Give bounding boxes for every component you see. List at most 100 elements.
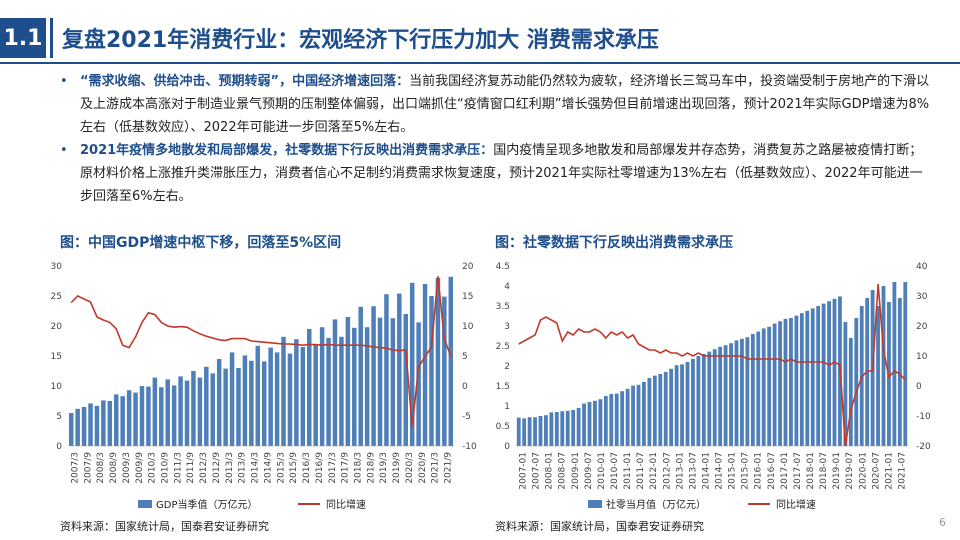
bullet-list: • “需求收缩、供给冲击、预期转弱”，中国经济增速回落：当前我国经济复苏动能仍然… — [60, 70, 930, 208]
x-tick-label: 2021-07 — [897, 452, 907, 490]
x-tick-label: 2012-07 — [662, 452, 672, 490]
bar-mark — [740, 338, 744, 446]
right-tick-label: 0 — [462, 382, 468, 392]
bar-mark — [718, 346, 723, 446]
x-tick-label: 2008/9 — [109, 452, 119, 484]
bar-mark — [636, 384, 641, 446]
x-tick-label: 2015-07 — [741, 452, 751, 490]
x-tick-label: 2020/9 — [418, 452, 428, 484]
bar-mark — [435, 278, 441, 446]
x-tick-label: 2016/3 — [302, 452, 312, 484]
left-tick-label: 2 — [504, 362, 510, 372]
right-tick-label: -10 — [916, 412, 931, 422]
bar-mark — [522, 418, 527, 446]
bar-mark — [358, 306, 363, 446]
bar-mark — [261, 361, 267, 446]
right-chart-title: 图：社零数据下行反映出消费需求承压 — [495, 235, 733, 251]
bar-mark — [236, 368, 241, 446]
x-tick-label: 2010/3 — [148, 452, 158, 484]
bar-mark — [761, 328, 766, 446]
x-tick-label: 2009/9 — [135, 452, 145, 484]
bar-mark — [242, 355, 248, 446]
left-tick-label: 1 — [504, 402, 510, 412]
title-underline — [0, 62, 960, 64]
x-tick-label: 2018/3 — [354, 452, 364, 484]
bar-mark — [756, 331, 761, 446]
bar-mark — [516, 417, 521, 446]
bar-mark — [745, 337, 750, 446]
bar-mark — [332, 319, 338, 446]
bar-mark — [669, 368, 674, 446]
bar-mark — [294, 339, 299, 446]
badge-rule — [50, 18, 53, 58]
left-tick-label: 5 — [56, 412, 62, 422]
bar-mark — [652, 375, 657, 446]
right-tick-label: -20 — [916, 442, 931, 452]
x-tick-label: 2015/3 — [276, 452, 286, 484]
bar-mark — [101, 400, 106, 446]
x-tick-label: 2011/9 — [186, 452, 196, 484]
bar-mark — [146, 386, 151, 446]
bar-mark — [897, 298, 902, 446]
bar-mark — [848, 338, 853, 446]
bar-mark — [843, 322, 848, 446]
bar-mark — [416, 322, 421, 446]
left-tick-label: 3.5 — [496, 302, 510, 312]
bar-mark — [210, 373, 216, 446]
legend-bar-label: 社零当月值（万亿元） — [606, 498, 706, 511]
right-tick-label: 30 — [916, 292, 928, 302]
bar-mark — [268, 347, 273, 446]
growth-line — [70, 276, 452, 427]
left-tick-label: 20 — [51, 322, 63, 332]
bar-mark — [647, 378, 652, 446]
x-tick-label: 2013-07 — [688, 452, 698, 490]
bar-mark — [352, 327, 357, 446]
bar-mark — [152, 377, 158, 446]
x-tick-label: 2015/9 — [289, 452, 299, 484]
bar-mark — [631, 385, 635, 446]
x-tick-label: 2012/3 — [199, 452, 209, 484]
bullet-dot-icon: • — [60, 74, 68, 89]
bar-mark — [544, 415, 548, 446]
bar-mark — [729, 343, 733, 446]
x-tick-label: 2013/9 — [238, 452, 248, 484]
bar-mark — [696, 356, 701, 446]
bar-mark — [663, 372, 668, 446]
bar-mark — [805, 310, 810, 446]
x-tick-label: 2013-01 — [675, 452, 685, 490]
bar-mark — [364, 327, 370, 446]
bar-mark — [881, 286, 886, 446]
bar-mark — [810, 308, 815, 446]
bar-mark — [429, 296, 434, 446]
x-tick-label: 2016-01 — [754, 452, 764, 490]
bar-mark — [854, 318, 859, 446]
x-tick-label: 2007-07 — [532, 452, 542, 490]
right-tick-label: 20 — [916, 322, 928, 332]
x-tick-label: 2019-07 — [845, 452, 855, 490]
bar-mark — [691, 358, 695, 446]
right-tick-label: -10 — [462, 442, 477, 452]
bar-mark — [832, 298, 837, 446]
x-tick-label: 2020/3 — [405, 452, 415, 484]
bar-mark — [403, 314, 409, 446]
bar-mark — [197, 377, 203, 446]
bar-mark — [300, 347, 306, 446]
bar-mark — [903, 282, 908, 446]
x-tick-label: 2018-07 — [819, 452, 829, 490]
bar-mark — [750, 334, 755, 446]
bar-mark — [892, 282, 897, 446]
bar-mark — [216, 359, 222, 446]
gdp-chart: 0 5 10 15 20 25 30 -10 -5 0 5 10 15 20 2007/3 2007/9 200… — [30, 256, 480, 516]
retail-chart-svg: 0 0.5 1 1.5 2 2.5 3 3.5 4 4.5 -20 -10 0 10 20 30 40 2007-… — [496, 262, 931, 511]
bar-mark — [587, 402, 592, 446]
legend-bar-swatch — [588, 500, 602, 508]
bar-mark — [281, 336, 286, 446]
bar-mark — [538, 416, 543, 446]
bar-mark — [783, 318, 788, 446]
x-tick-label: 2013/3 — [225, 452, 235, 484]
x-tick-label: 2010/9 — [161, 452, 171, 484]
bar-mark — [789, 318, 793, 446]
bar-mark — [712, 349, 717, 446]
x-tick-label: 2019/3 — [379, 452, 389, 484]
left-tick-label: 4.5 — [496, 262, 510, 272]
